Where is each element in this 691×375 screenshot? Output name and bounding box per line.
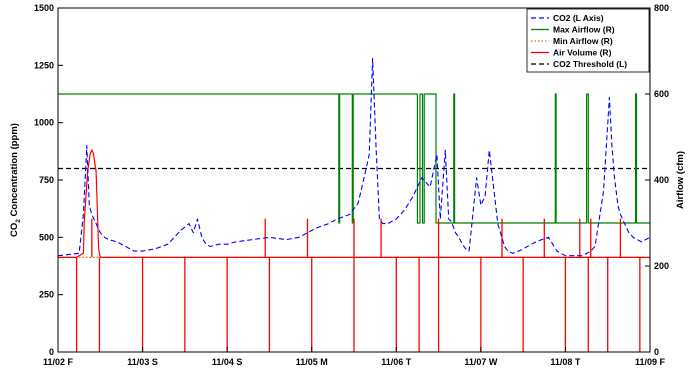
- y-axis-label-right: Airflow (cfm): [675, 151, 686, 209]
- series-layer: [57, 57, 651, 352]
- right-axis: 0 200 400 600 800: [645, 3, 669, 357]
- right-tick-label: 0: [654, 347, 659, 357]
- left-tick-label: 750: [39, 175, 54, 185]
- series-line-0: [57, 57, 651, 257]
- legend-label: Air Volume (R): [553, 48, 612, 58]
- x-tick-label: 11/08 T: [550, 357, 581, 367]
- legend-label: CO2 (L Axis): [553, 13, 604, 23]
- left-tick-label: 250: [39, 290, 54, 300]
- left-tick-label: 0: [49, 347, 54, 357]
- left-axis: 0 250 500 750 1000 1250 1500: [34, 3, 63, 357]
- legend-label: Max Airflow (R): [553, 25, 615, 35]
- x-tick-label: 11/04 S: [212, 357, 243, 367]
- right-tick-label: 200: [654, 261, 669, 271]
- legend-box: [526, 8, 650, 73]
- left-tick-label: 1500: [34, 3, 54, 13]
- x-tick-label: 11/05 M: [296, 357, 328, 367]
- x-axis: 11/02 F 11/03 S 11/04 S 11/05 M 11/06 T 11/07…: [43, 347, 666, 367]
- left-tick-label: 1250: [34, 60, 54, 70]
- legend: CO2 (L Axis) Max Airflow (R)Min Airflow (…: [526, 8, 650, 73]
- x-tick-label: 11/06 T: [381, 357, 412, 367]
- series-line-1: [58, 93, 650, 224]
- x-tick-label: 11/03 S: [127, 357, 158, 367]
- right-tick-label: 600: [654, 89, 669, 99]
- legend-label: Min Airflow (R): [553, 36, 613, 46]
- x-tick-label: 11/09 F: [635, 357, 666, 367]
- left-tick-label: 500: [39, 232, 54, 242]
- x-tick-label: 11/02 F: [43, 357, 74, 367]
- x-tick-label: 11/07 W: [464, 357, 498, 367]
- right-tick-label: 800: [654, 3, 669, 13]
- left-tick-label: 1000: [34, 118, 54, 128]
- y-axis-label-left: CO2 Concentration (ppm): [9, 123, 22, 237]
- legend-label: CO2 Threshold (L): [553, 59, 627, 69]
- right-tick-label: 400: [654, 175, 669, 185]
